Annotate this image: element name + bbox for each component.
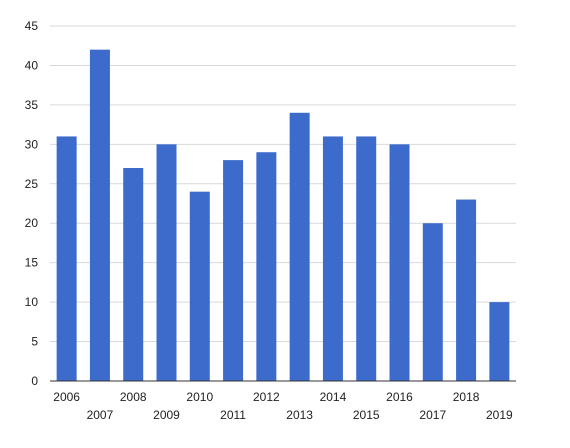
bar-2012 bbox=[256, 152, 277, 381]
y-tick-label: 5 bbox=[31, 335, 38, 349]
x-tick-label: 2019 bbox=[486, 408, 513, 422]
x-tick-label: 2010 bbox=[186, 390, 213, 404]
bar-2016 bbox=[389, 144, 410, 381]
x-tick-label: 2016 bbox=[386, 390, 413, 404]
gridlines bbox=[50, 25, 516, 343]
x-tick-label: 2011 bbox=[220, 408, 246, 422]
bar-2018 bbox=[456, 199, 477, 381]
bar-2008 bbox=[123, 168, 144, 381]
y-tick-label: 10 bbox=[25, 295, 39, 309]
y-axis-tick-labels: 0 5 10 15 20 25 30 35 40 45 bbox=[25, 19, 39, 388]
y-tick-label: 35 bbox=[25, 98, 39, 112]
x-tick-label: 2006 bbox=[53, 390, 80, 404]
bar-2017 bbox=[422, 223, 443, 381]
x-tick-label: 2014 bbox=[320, 390, 347, 404]
x-tick-label: 2009 bbox=[153, 408, 180, 422]
x-tick-label: 2018 bbox=[453, 390, 480, 404]
y-tick-label: 0 bbox=[31, 374, 38, 388]
x-tick-label: 2008 bbox=[120, 390, 147, 404]
bar-2010 bbox=[189, 191, 210, 381]
y-tick-label: 30 bbox=[25, 137, 39, 151]
x-tick-label: 2012 bbox=[253, 390, 280, 404]
x-tick-label: 2015 bbox=[353, 408, 380, 422]
bars bbox=[56, 49, 510, 382]
x-tick-label: 2017 bbox=[419, 408, 446, 422]
bar-2019 bbox=[489, 302, 510, 381]
x-tick-label: 2013 bbox=[286, 408, 313, 422]
bar-2014 bbox=[322, 136, 343, 381]
y-tick-label: 15 bbox=[25, 256, 39, 270]
y-tick-label: 20 bbox=[25, 216, 39, 230]
bar-2013 bbox=[289, 112, 310, 382]
y-tick-label: 45 bbox=[25, 19, 39, 33]
bar-2015 bbox=[356, 136, 377, 381]
y-tick-label: 25 bbox=[25, 177, 39, 191]
bar-2009 bbox=[156, 144, 177, 381]
bar-2007 bbox=[89, 49, 110, 382]
y-tick-label: 40 bbox=[25, 58, 39, 72]
x-tick-label: 2007 bbox=[87, 408, 114, 422]
bar-2011 bbox=[223, 160, 244, 381]
x-axis-tick-labels: 2006 2007 2008 2009 2010 2011 2012 2013 2014 2015… bbox=[53, 390, 513, 422]
bar-2006 bbox=[56, 136, 77, 381]
